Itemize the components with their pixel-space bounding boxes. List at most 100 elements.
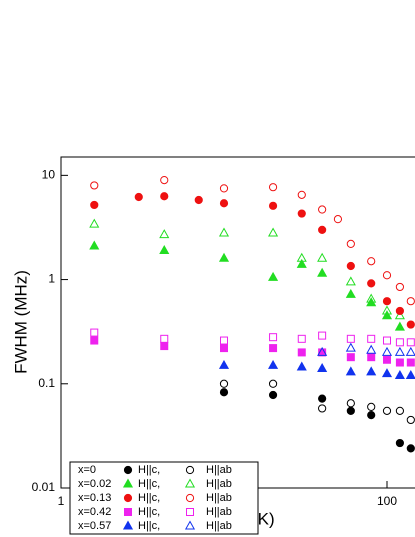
marker: [382, 406, 392, 415]
marker: [317, 363, 328, 373]
marker: [219, 388, 229, 397]
legend-entry: H||c,: [138, 520, 160, 532]
marker: [219, 199, 229, 208]
legend-label: x=0: [78, 464, 96, 476]
marker: [406, 444, 415, 453]
legend-entry: H||ab: [206, 464, 232, 476]
marker: [160, 342, 169, 351]
marker: [219, 344, 228, 353]
marker: [268, 227, 279, 237]
y-axis-label: FWHM (MHz): [11, 270, 30, 374]
legend-entry: H||ab: [206, 520, 232, 532]
marker: [381, 346, 393, 356]
legend: x=0 H||c, H||ab x=0.02 H||c, H||ab x=0.13 H||c,…: [78, 464, 232, 532]
marker: [123, 493, 133, 503]
marker: [366, 344, 377, 354]
marker: [90, 181, 99, 190]
marker: [346, 406, 355, 415]
marker: [367, 353, 376, 362]
marker: [405, 346, 415, 356]
marker: [297, 348, 306, 357]
marker: [395, 282, 405, 292]
y-tick-label: 1: [48, 272, 55, 286]
marker: [268, 271, 279, 281]
marker: [124, 508, 132, 516]
marker: [184, 478, 196, 488]
marker: [268, 390, 278, 400]
marker: [159, 229, 170, 239]
marker: [134, 192, 143, 202]
marker: [317, 267, 328, 277]
marker: [89, 240, 100, 250]
marker: [297, 209, 306, 218]
marker: [318, 404, 327, 413]
marker: [346, 334, 355, 343]
marker: [218, 252, 230, 262]
y-tick-label: 0.01: [32, 480, 56, 494]
marker: [406, 338, 415, 347]
marker: [395, 306, 405, 316]
marker: [366, 293, 377, 303]
marker: [219, 379, 229, 388]
marker: [268, 379, 278, 388]
x-tick-label: 100: [377, 494, 397, 508]
marker: [268, 183, 278, 192]
marker: [394, 310, 405, 320]
marker: [186, 508, 194, 516]
marker: [406, 415, 415, 425]
marker: [185, 465, 195, 475]
marker: [297, 190, 306, 199]
marker: [367, 279, 376, 288]
marker: [159, 244, 170, 255]
marker: [345, 288, 356, 298]
marker: [345, 366, 356, 376]
marker: [318, 225, 327, 234]
x-tick-label: 1: [58, 494, 65, 508]
marker: [160, 176, 169, 185]
marker: [122, 478, 134, 488]
marker: [318, 394, 327, 403]
marker: [367, 402, 376, 412]
marker: [297, 334, 306, 343]
marker: [406, 297, 415, 306]
marker: [382, 297, 392, 306]
legend-box: [69, 461, 259, 535]
marker: [184, 520, 196, 530]
legend-entry: H||c,: [138, 492, 160, 504]
y-tick-label: 10: [42, 168, 56, 182]
marker: [405, 370, 415, 380]
marker: [345, 276, 356, 286]
legend-label: x=0.02: [78, 478, 111, 490]
marker: [382, 355, 391, 364]
marker: [381, 310, 393, 320]
legend-entry: H||ab: [206, 492, 232, 504]
marker: [269, 344, 278, 353]
marker: [367, 334, 376, 343]
marker: [394, 370, 405, 380]
marker: [122, 520, 134, 530]
axis-frame: [60, 156, 415, 489]
marker: [366, 366, 377, 376]
marker: [345, 342, 356, 352]
marker: [381, 368, 393, 378]
marker: [160, 334, 169, 343]
legend-entry: H||ab: [206, 478, 232, 490]
legend-label: x=0.57: [78, 520, 111, 532]
marker: [382, 271, 392, 280]
marker: [395, 438, 405, 448]
plot-area: [89, 176, 415, 453]
legend-entry: H||c,: [138, 464, 160, 476]
marker: [90, 200, 99, 210]
marker: [218, 227, 230, 237]
legend-entry: H||ab: [206, 506, 232, 518]
marker: [218, 359, 230, 369]
marker: [123, 465, 133, 475]
marker: [346, 353, 355, 362]
marker: [406, 320, 415, 329]
marker: [395, 358, 404, 367]
marker: [317, 252, 328, 262]
legend-entry: H||c,: [138, 506, 160, 518]
y-tick-label: 0.1: [38, 376, 55, 390]
